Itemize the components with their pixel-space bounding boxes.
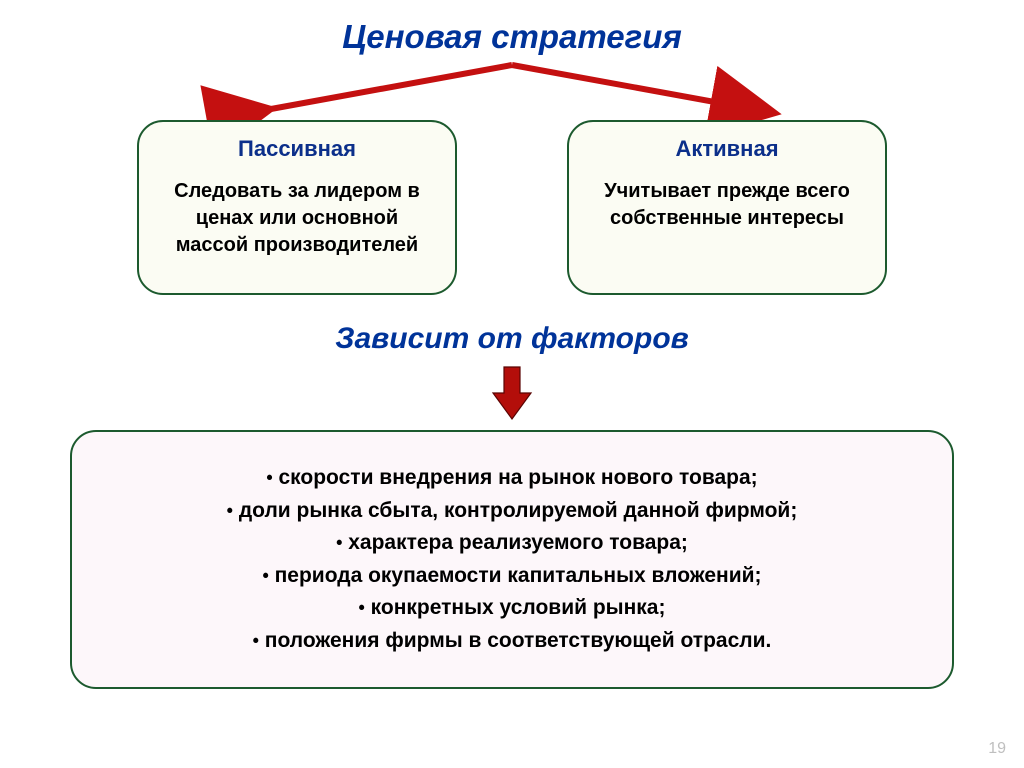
branch-arrows xyxy=(0,55,1024,125)
active-body: Учитывает прежде всего собственные интер… xyxy=(591,178,863,232)
main-title: Ценовая стратегия xyxy=(0,0,1024,56)
page-number: 19 xyxy=(988,740,1006,758)
active-box: Активная Учитывает прежде всего собствен… xyxy=(567,120,887,295)
branch-row: Пассивная Следовать за лидером в ценах и… xyxy=(0,120,1024,295)
factor-item: • конкретных условий рынка; xyxy=(108,592,916,625)
factors-box: • скорости внедрения на рынок нового тов… xyxy=(70,430,954,689)
factor-item: • периода окупаемости капитальных вложен… xyxy=(108,560,916,593)
factors-subtitle: Зависит от факторов xyxy=(0,322,1024,356)
passive-body: Следовать за лидером в ценах или основно… xyxy=(161,178,433,259)
factor-item: • доли рынка сбыта, контролируемой данно… xyxy=(108,495,916,528)
active-title: Активная xyxy=(675,136,778,162)
passive-box: Пассивная Следовать за лидером в ценах и… xyxy=(137,120,457,295)
passive-title: Пассивная xyxy=(238,136,356,162)
factor-item: • характера реализуемого товара; xyxy=(108,527,916,560)
factor-item: • положения фирмы в соответствующей отра… xyxy=(108,625,916,658)
factor-item: • скорости внедрения на рынок нового тов… xyxy=(108,462,916,495)
down-arrow-icon xyxy=(491,365,533,421)
